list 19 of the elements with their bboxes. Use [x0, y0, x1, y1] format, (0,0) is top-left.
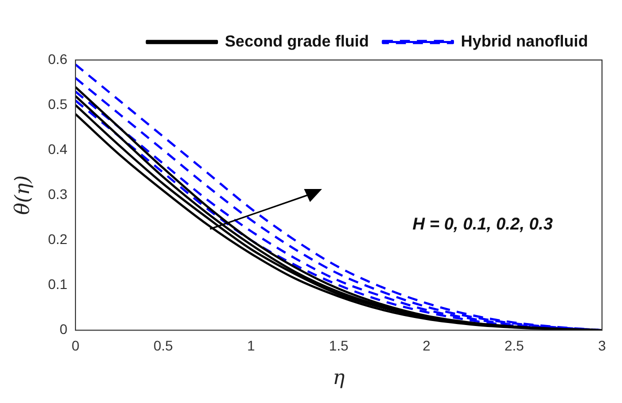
y-tick-label: 0.5: [48, 96, 68, 112]
x-tick-label: 0: [72, 337, 80, 354]
y-tick-label: 0.6: [48, 50, 68, 67]
x-tick-label: 0.5: [153, 337, 174, 354]
y-tick-label: 0.4: [48, 140, 68, 157]
y-axis-title: θ(η): [10, 175, 34, 215]
x-tick-label: 2.5: [504, 337, 524, 354]
y-tick-label: 0.3: [48, 186, 68, 202]
y-tick-label: 0.1: [48, 276, 68, 292]
x-tick-label: 3: [598, 337, 606, 354]
y-tick-label: 0: [60, 321, 68, 338]
x-tick-label: 1.5: [328, 337, 349, 354]
annotation: H = 0, 0.1, 0.2, 0.3: [412, 214, 554, 234]
x-tick-label: 1: [247, 337, 256, 354]
y-tick-label: 0.2: [48, 230, 68, 247]
x-axis-title: η: [332, 365, 345, 390]
legend-label: Second grade fluid: [224, 33, 369, 50]
x-tick-label: 2: [422, 337, 431, 354]
legend-label: Hybrid nanofluid: [460, 33, 588, 50]
